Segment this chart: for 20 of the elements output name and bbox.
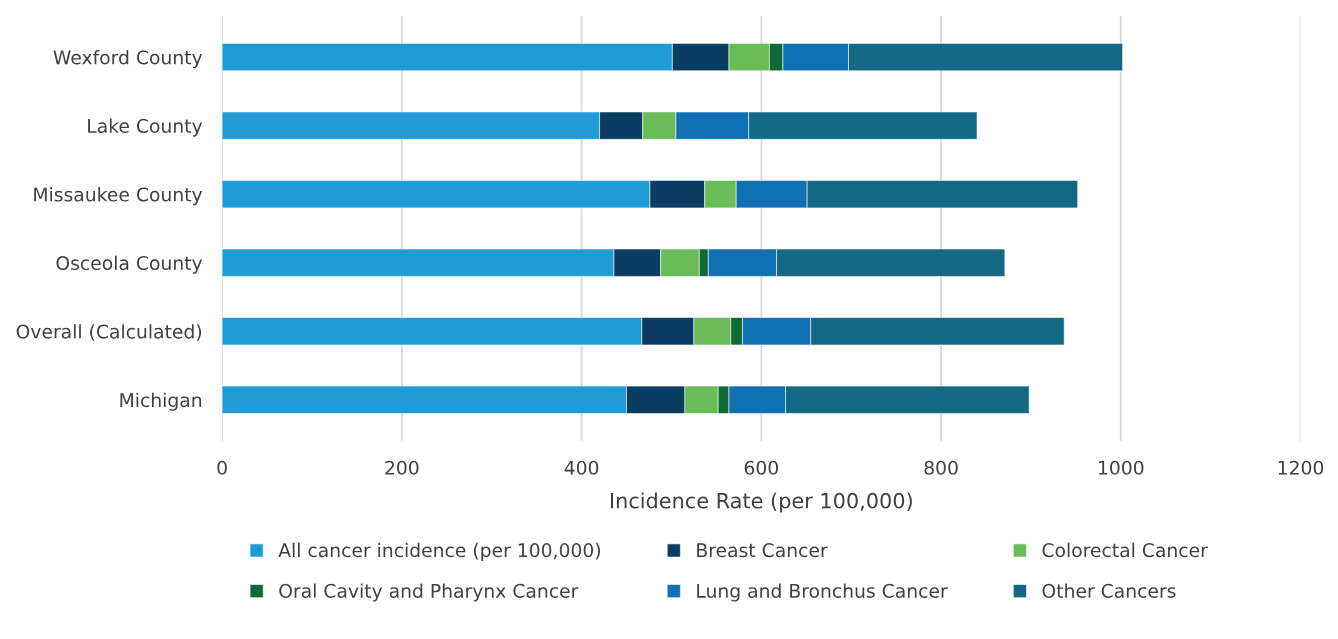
legend-label: Lung and Bronchus Cancer (697, 583, 948, 602)
x-tick-label: 1200 (1278, 460, 1324, 475)
y-tick-label: Missaukee County (34, 187, 203, 206)
legend-label: Breast Cancer (697, 543, 828, 558)
x-tick-label: 200 (385, 460, 419, 475)
y-tick-label: Wexford County (53, 49, 203, 69)
x-tick-label: 400 (564, 460, 599, 475)
y-tick-label: Lake County (88, 118, 203, 137)
x-tick-label: 1000 (1099, 460, 1144, 475)
legend-label: Other Cancers (1042, 583, 1176, 598)
x-tick-label: 600 (744, 460, 778, 475)
x-axis-title: Incidence Rate (per 100,000) (610, 492, 912, 513)
y-tick-label: Overall (Calculated) (16, 324, 202, 341)
x-tick-label: 0 (217, 460, 227, 475)
y-tick-label: Osceola County (56, 255, 203, 274)
legend-label: Colorectal Cancer (1042, 542, 1208, 558)
y-tick-label: Michigan (120, 392, 202, 411)
legend-label: All cancer incidence (per 100,000) (278, 542, 601, 561)
legend-label: Oral Cavity and Pharynx Cancer (279, 583, 579, 602)
x-tick-label: 800 (924, 460, 958, 475)
